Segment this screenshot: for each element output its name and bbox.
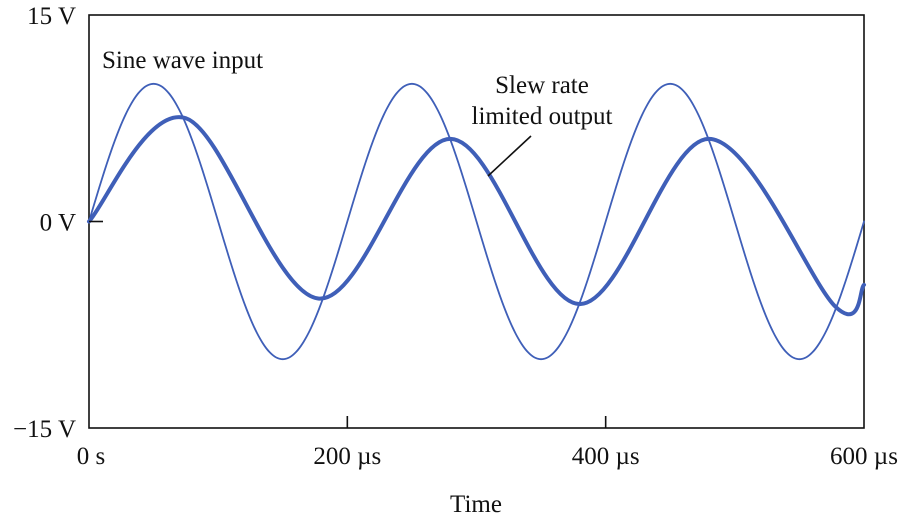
annotation-leader-line — [487, 135, 532, 177]
x-tick-label: 200 µs — [313, 443, 381, 470]
slew-limited-output-line — [87, 115, 866, 317]
series-layer — [87, 82, 866, 361]
x-tick-label: 400 µs — [572, 443, 640, 470]
y-tick-label: 0 V — [40, 210, 76, 237]
annotation-slew-line2: limited output — [472, 103, 613, 130]
x-axis-title: Time — [450, 491, 502, 518]
y-tick-label: −15 V — [13, 416, 76, 443]
annotation-slew-line1: Slew rate — [495, 72, 589, 99]
x-tick-label: 600 µs — [830, 443, 898, 470]
x-tick-label: 0 s — [77, 443, 105, 470]
annotation-sine-input: Sine wave input — [102, 47, 263, 74]
y-axis: −15 V 0 V 15 V — [13, 3, 103, 443]
y-tick-label: 15 V — [27, 3, 76, 30]
sine-input-line — [88, 82, 865, 361]
x-axis: 0 s 200 µs 400 µs 600 µs — [77, 416, 898, 470]
